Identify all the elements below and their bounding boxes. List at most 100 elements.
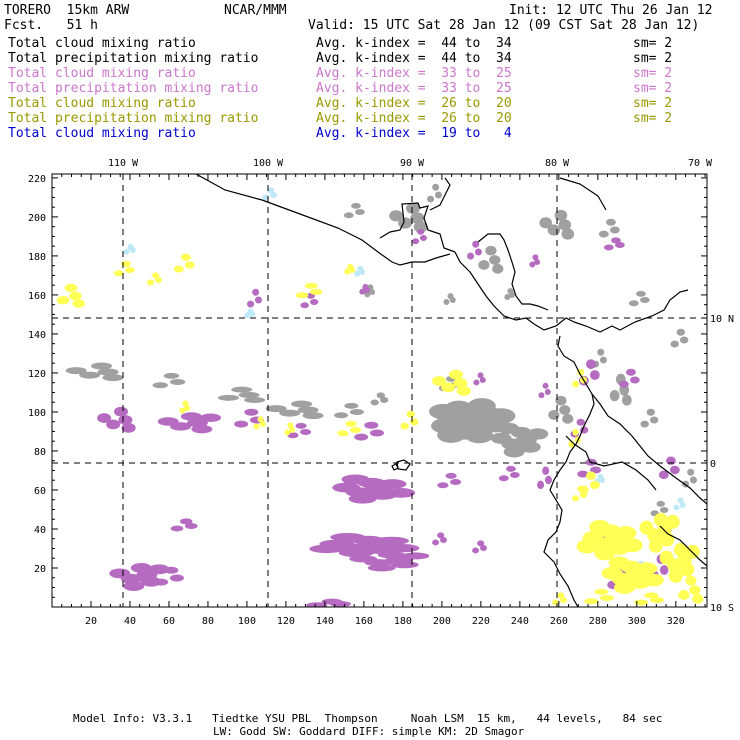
cloud-blob (348, 493, 377, 504)
cloud-blob (644, 592, 659, 599)
cloud-blob (608, 556, 630, 569)
cloud-blob (231, 386, 253, 393)
cloud-blob (334, 412, 349, 419)
x-tick-label: 20 (85, 616, 97, 627)
cloud-blob (472, 547, 480, 554)
cloud-blob (148, 564, 170, 575)
cloud-blob (123, 248, 130, 255)
y-tick-label: 60 (34, 486, 46, 497)
cloud-blob (244, 408, 259, 416)
cloud-blob (492, 263, 504, 274)
init-time: Init: 12 UTC Thu 26 Jan 12 (509, 3, 713, 18)
cloud-blob (649, 416, 659, 424)
cloud-blob (479, 545, 487, 551)
cloud-blob (247, 300, 255, 308)
x-tick-label: 180 (394, 616, 412, 627)
legend-avg-6: Avg. k-index = 19 to 4 (316, 126, 512, 141)
cloud-blob (490, 432, 512, 444)
cloud-blob (659, 550, 674, 565)
cloud-blob (614, 242, 625, 248)
physics-info: LW: Godd SW: Goddard DIFF: simple KM: 2D… (213, 725, 525, 738)
cloud-blob (449, 369, 464, 380)
cloud-blob (472, 240, 480, 248)
cloud-blob (351, 202, 361, 209)
cloud-blob (597, 348, 605, 356)
cloud-blob (332, 482, 361, 493)
cloud-blob (432, 376, 447, 386)
cloud-blob (154, 578, 169, 586)
cloud-blob (554, 209, 568, 222)
legend-field-2: Total cloud mixing ratio (8, 66, 196, 81)
cloud-blob (611, 237, 621, 244)
cloud-blob (217, 394, 239, 401)
cloud-blob (561, 228, 575, 240)
cloud-blob (687, 468, 695, 476)
cloud-blob (427, 195, 435, 203)
cloud-blob (689, 585, 701, 595)
x-tick-label: 220 (472, 616, 490, 627)
legend-sm-0: sm= 2 (633, 36, 673, 51)
cloud-blob (598, 230, 609, 238)
y-tick-label: 120 (28, 369, 46, 380)
cloud-blob (97, 413, 112, 423)
cloud-blob (124, 267, 135, 273)
cloud-blob (309, 289, 323, 295)
cloud-blob (295, 292, 309, 299)
cloud-blob (689, 476, 697, 484)
cloud-blob (419, 235, 427, 241)
y-tick-label: 80 (34, 447, 46, 458)
cloud-blob (576, 539, 598, 554)
cloud-blob (618, 380, 629, 388)
cloud-blob (437, 482, 449, 489)
longitude-label: 90 W (400, 158, 425, 169)
cloud-blob (449, 479, 462, 485)
cloud-blob (284, 429, 291, 436)
cloud-blob (636, 290, 646, 297)
cloud-blob (306, 602, 328, 607)
x-tick-label: 280 (589, 616, 607, 627)
cloud-blob (369, 429, 384, 437)
cloud-blob (289, 427, 296, 433)
cloud-blob (354, 270, 361, 277)
cloud-blob (267, 187, 275, 194)
cloud-blob (648, 538, 663, 553)
cloud-blob (489, 255, 501, 265)
cloud-blob (370, 399, 379, 406)
x-tick-label: 200 (433, 616, 451, 627)
x-tick-label: 140 (316, 616, 334, 627)
cloud-blob (603, 244, 614, 251)
legend-avg-3: Avg. k-index = 33 to 25 (316, 81, 512, 96)
cloud-blob (113, 270, 124, 277)
cloud-blob (434, 191, 442, 199)
cloud-blob (400, 422, 409, 430)
legend-field-1: Total precipitation mixing ratio (8, 51, 259, 66)
cloud-blob (642, 573, 664, 587)
cloud-blob (621, 394, 632, 406)
cloud-blob (659, 565, 669, 575)
cloud-blob (169, 379, 186, 385)
cloud-blob (114, 406, 129, 417)
cloud-blob (467, 252, 475, 260)
cloud-blob (302, 412, 324, 420)
cloud-blob (309, 544, 345, 554)
cloud-blob (692, 593, 704, 604)
cloud-blob (349, 409, 364, 415)
x-tick-label: 100 (238, 616, 256, 627)
cloud-blob (109, 568, 131, 579)
cloud-blob (247, 308, 254, 315)
cloud-blob (359, 288, 366, 295)
cloud-blob (676, 328, 685, 336)
legend-avg-0: Avg. k-index = 44 to 34 (316, 36, 512, 51)
cloud-blob (437, 427, 466, 443)
cloud-blob (542, 382, 549, 389)
cloud-blob (487, 408, 516, 424)
cloud-blob (589, 466, 602, 474)
model-info: Model Info: V3.3.1 Tiedtke YSU PBL Thomp… (73, 712, 663, 725)
cloud-blob (555, 395, 567, 406)
cloud-blob (465, 427, 494, 444)
cloud-blob (379, 397, 389, 403)
x-tick-label: 160 (355, 616, 373, 627)
cloud-blob (374, 536, 410, 546)
cloud-blob (669, 465, 680, 475)
cloud-blob (259, 421, 266, 427)
